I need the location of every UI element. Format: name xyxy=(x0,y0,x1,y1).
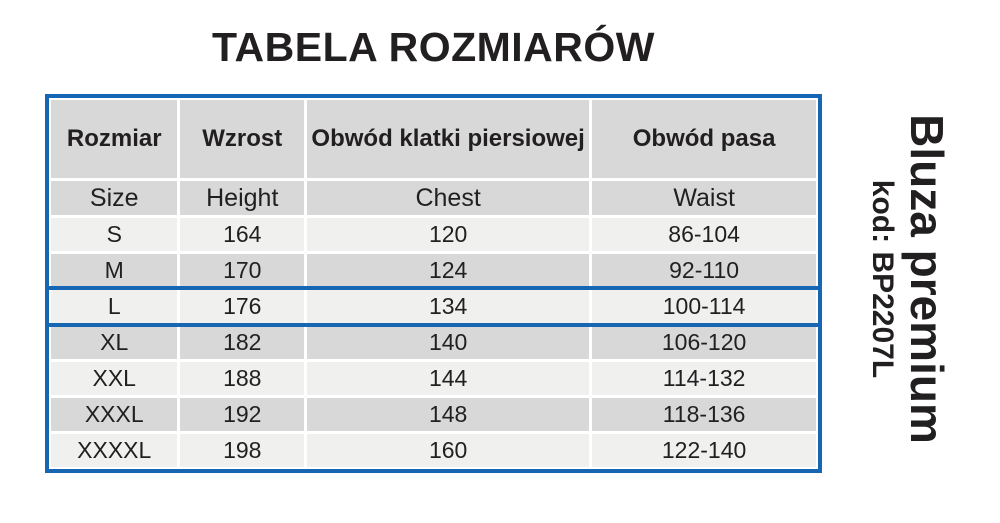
waist-value: 100-114 xyxy=(592,290,816,323)
column-header-rozmiar: Rozmiar xyxy=(51,100,178,178)
height-value: 182 xyxy=(180,326,305,359)
size-value: XXXL xyxy=(51,398,178,431)
chest-value: 148 xyxy=(307,398,590,431)
size-value: XXL xyxy=(51,362,178,395)
column-subheader-chest: Chest xyxy=(307,181,590,215)
size-value: S xyxy=(51,218,178,251)
column-subheader-waist: Waist xyxy=(592,181,816,215)
table-row-xxl: XXL 188 144 114-132 xyxy=(51,362,816,395)
waist-value: 92-110 xyxy=(592,254,816,287)
height-value: 198 xyxy=(180,434,305,467)
size-value: M xyxy=(51,254,178,287)
waist-value: 114-132 xyxy=(592,362,816,395)
table-header-row-pl: Rozmiar Wzrost Obwód klatki piersiowej O… xyxy=(51,100,816,178)
table-row-xxxl: XXXL 192 148 118-136 xyxy=(51,398,816,431)
chest-value: 124 xyxy=(307,254,590,287)
table-row-s: S 164 120 86-104 xyxy=(51,218,816,251)
waist-value: 106-120 xyxy=(592,326,816,359)
chest-value: 160 xyxy=(307,434,590,467)
height-value: 176 xyxy=(180,290,305,323)
product-label: Bluza premium kod: BP2207L xyxy=(863,114,953,444)
size-table: Rozmiar Wzrost Obwód klatki piersiowej O… xyxy=(45,94,822,473)
table-row-m: M 170 124 92-110 xyxy=(51,254,816,287)
height-value: 192 xyxy=(180,398,305,431)
size-value: XXXXL xyxy=(51,434,178,467)
chest-value: 120 xyxy=(307,218,590,251)
table-row-l-highlighted: L 176 134 100-114 xyxy=(45,286,822,327)
chest-value: 140 xyxy=(307,326,590,359)
table-row-xl: XL 182 140 106-120 xyxy=(51,326,816,359)
product-name: Bluza premium xyxy=(901,114,953,444)
chest-value: 134 xyxy=(307,290,590,323)
table-header-row-en: Size Height Chest Waist xyxy=(51,181,816,215)
column-subheader-height: Height xyxy=(180,181,305,215)
column-header-obwod-pasa: Obwód pasa xyxy=(592,100,816,178)
column-header-wzrost: Wzrost xyxy=(180,100,305,178)
size-value: L xyxy=(51,290,178,323)
height-value: 164 xyxy=(180,218,305,251)
page-title: TABELA ROZMIARÓW xyxy=(212,24,655,70)
column-subheader-size: Size xyxy=(51,181,178,215)
waist-value: 118-136 xyxy=(592,398,816,431)
waist-value: 86-104 xyxy=(592,218,816,251)
height-value: 170 xyxy=(180,254,305,287)
size-value: XL xyxy=(51,326,178,359)
height-value: 188 xyxy=(180,362,305,395)
chest-value: 144 xyxy=(307,362,590,395)
column-header-obwod-klatki: Obwód klatki piersiowej xyxy=(307,100,590,178)
product-code: kod: BP2207L xyxy=(866,179,899,379)
waist-value: 122-140 xyxy=(592,434,816,467)
table-row-xxxxl: XXXXL 198 160 122-140 xyxy=(51,434,816,467)
